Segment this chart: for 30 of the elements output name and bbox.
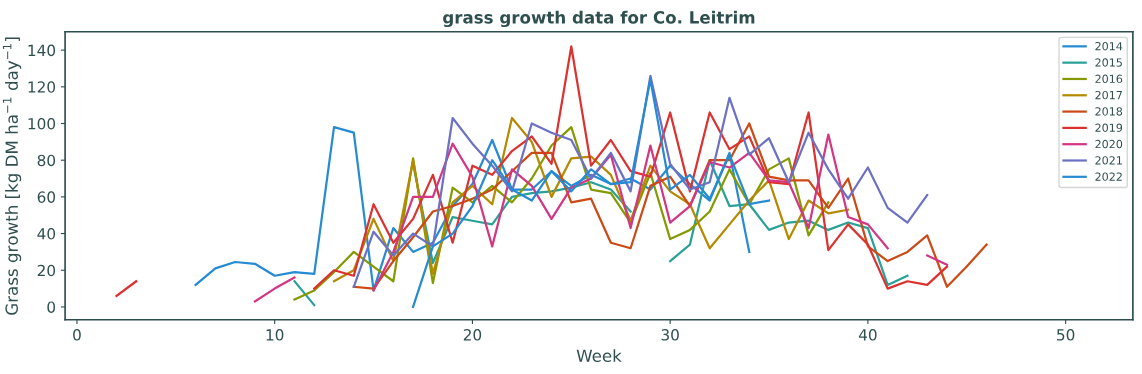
y-axis-title: Grass growth [kg DM ha$^{−1}$ day$^{−1}$] [2,37,22,315]
x-tick-label: 50 [1057,329,1075,341]
legend-label: 2014 [1095,41,1123,51]
line-series [352,122,988,290]
y-tick-label: 100 [28,117,56,130]
y-tick-label: 120 [28,81,56,93]
legend-label: 2021 [1095,156,1122,165]
y-tick-label: 20 [37,264,56,277]
legend-label: 2022 [1095,172,1122,181]
y-tick-label: 140 [28,44,56,57]
x-tick-label: 40 [858,329,877,341]
y-tick-label: 80 [37,154,56,167]
y-tick-label: 60 [37,191,56,203]
x-tick-label: 30 [661,329,679,341]
y-tick-label: 40 [37,228,56,240]
line-series [293,126,830,301]
line-series [352,74,929,288]
legend-label: 2020 [1095,139,1123,149]
x-axis-title: Week [576,349,622,363]
legend-label: 2017 [1095,90,1122,100]
line-series [332,116,850,283]
y-tick-label: 0 [47,301,56,313]
legend-label: 2016 [1095,74,1123,84]
chart-title: grass growth data for Co. Leitrim [443,10,755,28]
legend-label: 2015 [1095,58,1122,67]
x-tick-label: 0 [73,329,81,341]
legend-label: 2019 [1095,123,1123,132]
x-tick-label: 20 [463,329,482,341]
legend-label: 2018 [1095,107,1123,116]
x-tick-label: 10 [266,329,284,341]
